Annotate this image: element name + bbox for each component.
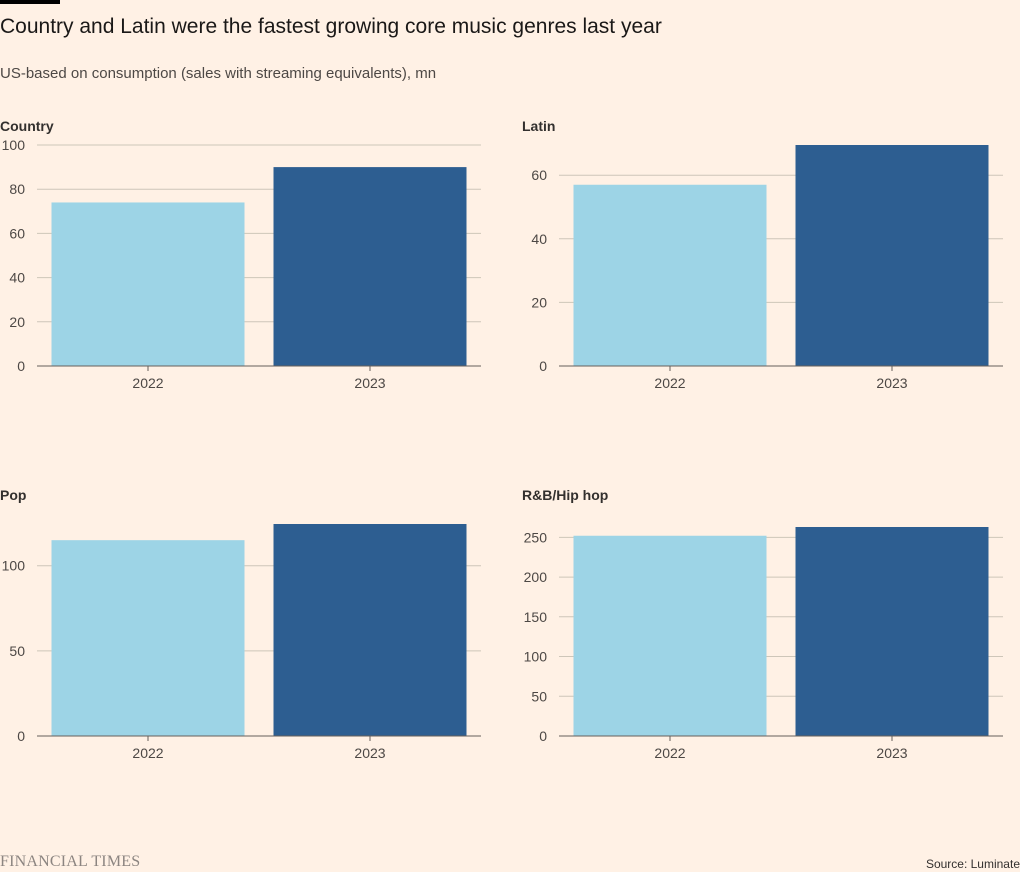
country-y-tick-80: 80 [9, 181, 25, 197]
pop-x-tick-2022: 2022 [132, 745, 163, 761]
latin-y-tick-40: 40 [531, 231, 547, 247]
chart-country: 0 20 40 60 80 100 2022 2023 [2, 137, 481, 391]
country-y-tick-20: 20 [9, 314, 25, 330]
country-x-tick-2022: 2022 [132, 375, 163, 391]
pop-x-tick-2023: 2023 [354, 745, 385, 761]
r-b-hip-hop-y-tick-100: 100 [524, 649, 548, 665]
r-b-hip-hop-y-tick-50: 50 [531, 688, 547, 704]
pop-y-tick-0: 0 [17, 728, 25, 744]
country-x-tick-2023: 2023 [354, 375, 385, 391]
chart-latin: 0 20 40 60 2022 2023 [531, 145, 1003, 391]
latin-x-tick-2022: 2022 [654, 375, 685, 391]
country-y-tick-60: 60 [9, 225, 25, 241]
r-b-hip-hop-x-tick-2022: 2022 [654, 745, 685, 761]
latin-y-tick-0: 0 [539, 358, 547, 374]
country-bar-2022 [51, 202, 245, 366]
panel-title-rnb-hiphop: R&B/Hip hop [522, 487, 609, 503]
pop-bar-2022 [51, 540, 245, 736]
ft-logo: FINANCIAL TIMES [0, 853, 141, 870]
r-b-hip-hop-y-tick-150: 150 [524, 609, 548, 625]
r-b-hip-hop-y-tick-250: 250 [524, 529, 548, 545]
country-y-tick-100: 100 [2, 137, 26, 153]
brand-bar [0, 0, 60, 4]
latin-y-tick-60: 60 [531, 167, 547, 183]
latin-bar-2023 [795, 145, 989, 366]
country-y-tick-40: 40 [9, 270, 25, 286]
source-note: Source: Luminate [925, 857, 1020, 871]
pop-y-tick-50: 50 [9, 643, 25, 659]
latin-x-tick-2023: 2023 [876, 375, 907, 391]
pop-bar-2023 [273, 524, 467, 736]
pop-y-tick-100: 100 [2, 558, 26, 574]
latin-y-tick-20: 20 [531, 294, 547, 310]
panel-title-pop: Pop [0, 487, 27, 503]
r-b-hip-hop-bar-2022 [573, 535, 767, 736]
r-b-hip-hop-x-tick-2023: 2023 [876, 745, 907, 761]
chart-pop: 0 50 100 2022 2023 [2, 524, 481, 761]
panel-title-country: Country [0, 118, 54, 134]
latin-bar-2022 [573, 184, 767, 366]
chart-title: Country and Latin were the fastest growi… [0, 15, 662, 38]
r-b-hip-hop-y-tick-200: 200 [524, 569, 548, 585]
chart-rnb-hiphop: 0 50 100 150 200 250 2022 2023 [524, 527, 1003, 761]
country-bar-2023 [273, 167, 467, 366]
panel-title-latin: Latin [522, 118, 556, 134]
r-b-hip-hop-y-tick-0: 0 [539, 728, 547, 744]
chart-subtitle: US-based on consumption (sales with stre… [0, 65, 437, 82]
r-b-hip-hop-bar-2023 [795, 527, 989, 736]
country-y-tick-0: 0 [17, 358, 25, 374]
